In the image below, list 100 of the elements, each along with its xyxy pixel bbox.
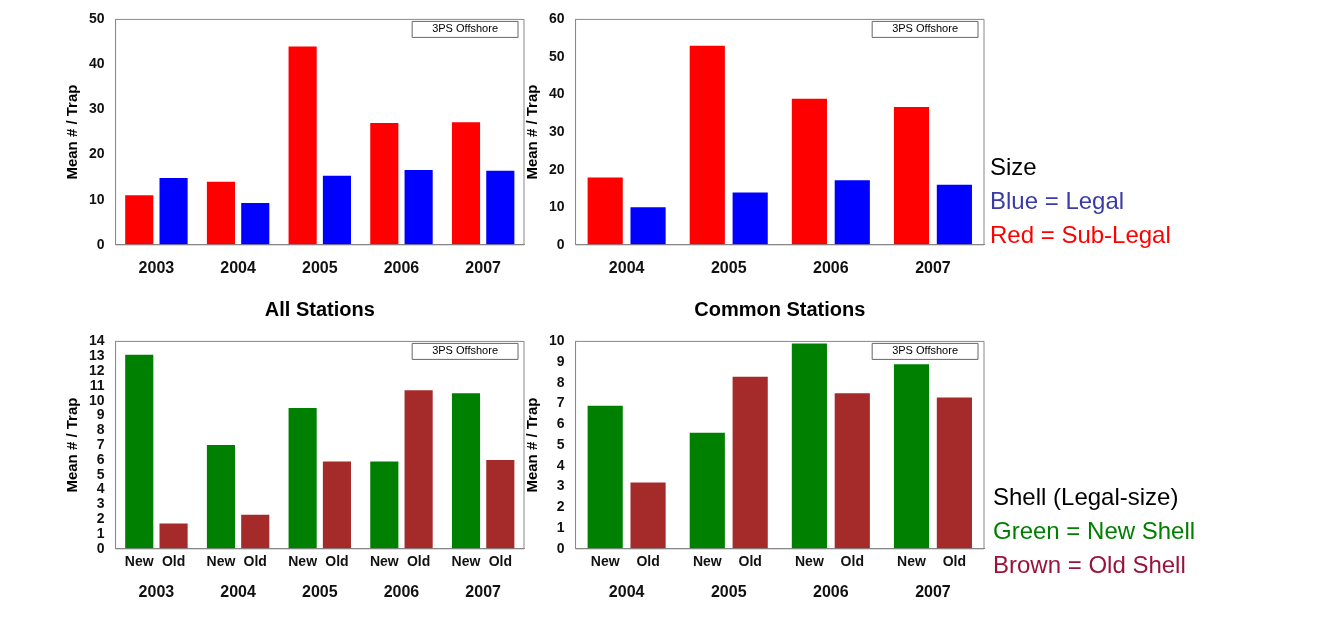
y-tick-label: 9 bbox=[556, 353, 565, 369]
bar bbox=[893, 364, 930, 549]
y-tick-label: 1 bbox=[556, 518, 565, 535]
bar bbox=[241, 202, 270, 245]
bar bbox=[322, 175, 352, 245]
text: Shell (Legal-size) bbox=[993, 482, 1180, 512]
x-tick-label: 2006 bbox=[383, 258, 420, 276]
y-tick-label: 10 bbox=[88, 391, 105, 408]
text: Green = New Shell bbox=[993, 516, 1196, 546]
text: New bbox=[451, 552, 481, 569]
bar bbox=[370, 123, 399, 245]
y-axis-title: Mean # / Trap bbox=[63, 84, 81, 180]
text: Old bbox=[840, 552, 864, 569]
y-tick-label: 0 bbox=[96, 235, 105, 252]
bar bbox=[630, 482, 666, 549]
y-tick-label: 13 bbox=[88, 347, 105, 364]
bar bbox=[404, 390, 433, 549]
x-tick-label: 2005 bbox=[710, 582, 747, 600]
x-tick-label: 2005 bbox=[301, 258, 338, 276]
y-tick-label: 10 bbox=[88, 190, 105, 207]
y-tick-label: 2 bbox=[96, 510, 105, 527]
y-tick-label: 40 bbox=[548, 85, 565, 102]
x-tick-label: 2004 bbox=[608, 258, 645, 276]
bar bbox=[159, 523, 188, 549]
text: Red = Sub-Legal bbox=[990, 220, 1171, 250]
text: New bbox=[369, 552, 399, 569]
bar bbox=[689, 432, 725, 549]
bar bbox=[791, 98, 827, 245]
series-label: Old bbox=[161, 552, 186, 569]
y-tick-label: 3 bbox=[96, 495, 105, 512]
text: Old bbox=[488, 552, 512, 569]
text: Old bbox=[942, 552, 967, 569]
text: Blue = Legal bbox=[990, 186, 1126, 216]
annotation: 3PS Offshore bbox=[432, 344, 499, 357]
text: New bbox=[897, 552, 926, 569]
bar bbox=[451, 393, 481, 549]
x-tick-label: 2003 bbox=[138, 582, 175, 600]
text: Brown = Old Shell bbox=[993, 550, 1187, 580]
text: New bbox=[795, 552, 824, 569]
y-tick-label: 10 bbox=[548, 198, 565, 215]
text: Old bbox=[406, 552, 431, 569]
series-label: Old bbox=[636, 552, 660, 569]
x-tick-label: 2003 bbox=[138, 258, 175, 276]
y-tick-label: 7 bbox=[556, 394, 565, 411]
bar bbox=[587, 177, 623, 245]
bar bbox=[159, 178, 188, 245]
annotation: 3PS Offshore bbox=[432, 22, 499, 35]
y-tick-label: 20 bbox=[88, 145, 105, 162]
text: New bbox=[288, 552, 318, 569]
y-axis-title: Mean # / Trap bbox=[63, 397, 81, 493]
bar bbox=[936, 184, 972, 245]
y-tick-label: 14 bbox=[88, 332, 105, 349]
bar bbox=[732, 376, 768, 549]
bar bbox=[288, 408, 317, 549]
x-axis-title: All Stations bbox=[264, 297, 375, 320]
y-tick-label: 0 bbox=[96, 539, 105, 556]
y-tick-label: 7 bbox=[96, 435, 105, 452]
y-tick-label: 12 bbox=[88, 361, 105, 378]
y-tick-label: 1 bbox=[96, 524, 105, 541]
y-tick-label: 5 bbox=[556, 435, 565, 452]
bar bbox=[206, 181, 236, 245]
x-tick-label: 2007 bbox=[465, 258, 502, 276]
bar bbox=[241, 514, 270, 549]
text: Old bbox=[243, 552, 267, 569]
x-tick-label: 2004 bbox=[220, 258, 256, 276]
bar bbox=[587, 405, 623, 549]
bar bbox=[486, 170, 515, 245]
y-tick-label: 8 bbox=[556, 373, 565, 390]
bar bbox=[936, 397, 972, 549]
x-tick-label: 2007 bbox=[465, 582, 502, 600]
bar bbox=[893, 106, 930, 245]
y-tick-label: 0 bbox=[556, 235, 565, 252]
y-axis-title: Mean # / Trap bbox=[523, 84, 541, 180]
x-tick-label: 2005 bbox=[301, 582, 338, 600]
series-label: New bbox=[124, 552, 154, 569]
x-axis-title: Common Stations bbox=[694, 297, 866, 320]
bar bbox=[732, 192, 768, 245]
y-tick-label: 8 bbox=[96, 421, 105, 438]
text: New bbox=[692, 552, 722, 569]
bar bbox=[834, 393, 870, 549]
bar bbox=[125, 354, 154, 549]
y-tick-label: 0 bbox=[556, 539, 565, 556]
y-tick-label: 6 bbox=[556, 415, 565, 432]
y-tick-label: 9 bbox=[96, 406, 105, 423]
bar bbox=[322, 461, 352, 549]
y-tick-label: 10 bbox=[548, 332, 565, 349]
y-tick-label: 6 bbox=[96, 450, 105, 467]
text: Size bbox=[990, 152, 1038, 182]
y-tick-label: 60 bbox=[548, 10, 565, 27]
bar bbox=[288, 46, 317, 245]
x-tick-label: 2007 bbox=[915, 258, 951, 276]
x-tick-label: 2004 bbox=[220, 582, 256, 600]
y-tick-label: 2 bbox=[556, 498, 565, 515]
y-axis-title: Mean # / Trap bbox=[523, 397, 541, 493]
bar bbox=[630, 207, 666, 245]
bar bbox=[451, 122, 481, 245]
y-tick-label: 40 bbox=[88, 55, 105, 72]
y-tick-label: 3 bbox=[556, 477, 565, 494]
y-tick-label: 4 bbox=[556, 456, 565, 473]
y-tick-label: 20 bbox=[548, 160, 565, 177]
